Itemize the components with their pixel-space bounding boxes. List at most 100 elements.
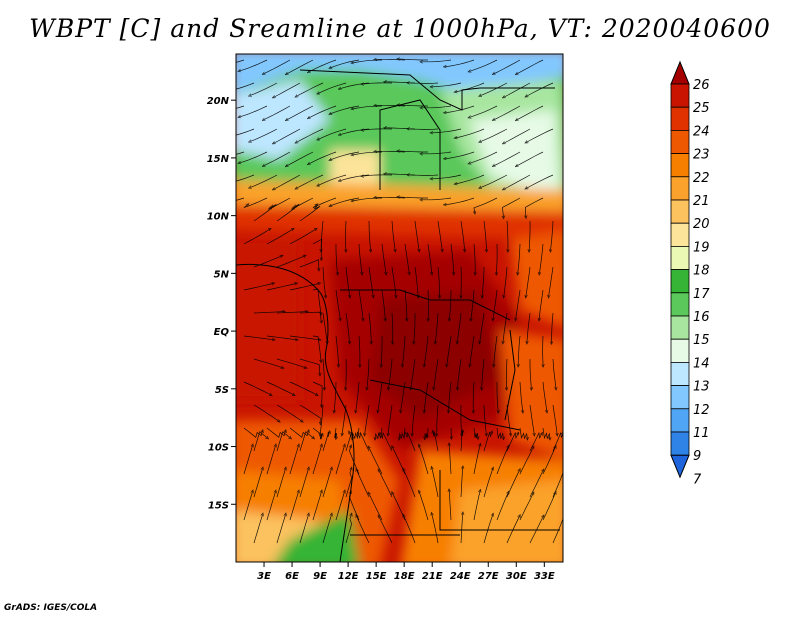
streamline: [320, 404, 324, 435]
streamline: [504, 266, 508, 297]
streamline: [266, 445, 276, 475]
streamline: [445, 151, 475, 159]
streamline: [504, 82, 531, 97]
streamline: [243, 381, 271, 395]
streamline: [312, 381, 322, 406]
streamline: [312, 335, 321, 361]
streamline: [380, 433, 393, 452]
lon-tick-label: 15E: [366, 571, 387, 582]
streamline: [334, 381, 337, 412]
streamline: [470, 335, 475, 366]
streamline: [334, 427, 337, 438]
streamline: [455, 82, 485, 92]
streamline: [421, 197, 452, 200]
streamline: [322, 358, 324, 389]
streamline: [425, 427, 429, 438]
streamline: [375, 197, 406, 198]
chart-title: WBPT [C] and Sreamline at 1000hPa, VT: 2…: [29, 14, 771, 43]
streamline: [352, 105, 383, 109]
streamline: [419, 491, 429, 521]
streamline: [346, 358, 347, 389]
streamline: [408, 175, 439, 176]
streamline: [455, 174, 485, 184]
streamline: [460, 513, 463, 544]
streamline: [276, 312, 307, 314]
streamline: [483, 432, 492, 452]
streamline: [368, 220, 371, 251]
colorbar: 26 25 24 23 22 21 20 19 18 17 16 15 14 13 12 11 9 7: [670, 60, 710, 487]
streamline: [266, 229, 293, 245]
lat-tick-label: 10S: [208, 443, 229, 454]
streamline: [403, 335, 406, 366]
streamline: [243, 335, 274, 340]
streamline: [435, 312, 439, 343]
colorbar-label: 23: [693, 148, 710, 163]
lat-tick-label: 5S: [215, 385, 229, 396]
streamline: [375, 59, 406, 60]
streamline: [299, 514, 309, 544]
lon-tick-label: 21E: [422, 571, 443, 582]
streamline: [287, 59, 314, 74]
streamline: [507, 220, 508, 251]
streamline: [542, 447, 556, 475]
streamline: [296, 82, 324, 97]
streamline: [243, 197, 268, 208]
streamline: [236, 82, 255, 90]
streamline: [362, 129, 393, 130]
streamline: [445, 59, 475, 67]
streamline: [357, 470, 370, 498]
streamline: [473, 381, 474, 412]
streamline: [322, 432, 330, 452]
streamline: [309, 105, 337, 118]
streamline: [496, 446, 508, 475]
streamline: [299, 431, 314, 452]
streamline: [358, 243, 362, 274]
streamline: [266, 381, 294, 395]
streamline: [276, 256, 305, 268]
streamline: [473, 427, 478, 438]
streamline: [289, 427, 309, 438]
streamline: [335, 445, 345, 475]
streamline: [506, 358, 507, 389]
streamline: [253, 312, 284, 314]
streamline: [526, 174, 554, 188]
streamline: [447, 335, 452, 366]
streamline: [276, 468, 286, 498]
streamline: [309, 151, 337, 164]
streamline: [460, 467, 463, 498]
streamline: [460, 431, 463, 452]
streamline: [289, 445, 299, 475]
streamline: [483, 468, 493, 498]
streamline: [263, 59, 291, 74]
streamline: [335, 244, 338, 274]
streamline: [460, 220, 465, 251]
streamline: [266, 283, 296, 291]
streamline: [299, 259, 319, 270]
colorbar-swatch: [670, 338, 690, 363]
streamline: [404, 515, 416, 544]
streamline: [392, 312, 393, 343]
streamline: [379, 516, 393, 544]
streamline: [289, 381, 317, 395]
streamline: [529, 220, 530, 251]
streamline: [424, 335, 429, 366]
streamline: [253, 514, 263, 544]
streamline: [469, 151, 498, 163]
colorbar-swatch: [670, 129, 690, 154]
streamline: [497, 382, 498, 412]
streamline: [276, 431, 291, 452]
colorbar-label: 7: [693, 472, 702, 487]
streamline: [318, 128, 347, 140]
lat-tick-label: EQ: [214, 327, 230, 338]
streamline: [381, 335, 382, 366]
streamline: [455, 128, 485, 138]
colorbar-swatch: [670, 199, 690, 224]
streamline: [527, 312, 531, 343]
streamline: [432, 468, 439, 498]
streamline: [274, 82, 301, 97]
streamline: [427, 243, 432, 274]
streamline: [379, 470, 393, 498]
streamline: [483, 514, 493, 544]
streamline: [236, 174, 255, 182]
